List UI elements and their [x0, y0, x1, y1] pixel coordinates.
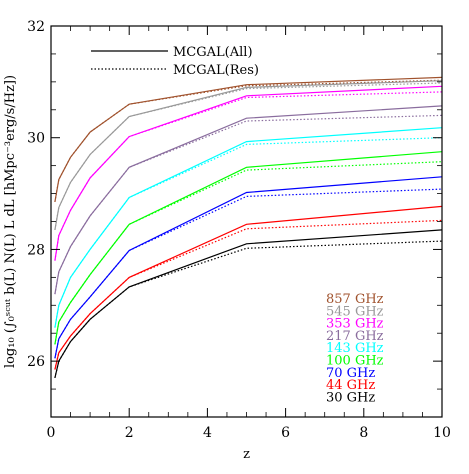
series-res-30-ghz	[54, 240, 442, 379]
frequency-label: 143 GHz	[326, 341, 384, 356]
legend-label: MCGAL(Res)	[173, 63, 259, 78]
y-axis-title: log₁₀ (∫₀ˢᶜᵘᵗ b(L) N(L) L dL [hMpc⁻³erg/…	[3, 75, 18, 368]
x-axis-title: z	[243, 447, 250, 462]
series-all-44-ghz	[54, 205, 442, 370]
y-tick-label: 26	[27, 354, 45, 370]
x-tick-label: 4	[203, 425, 212, 441]
series-all-545-ghz	[54, 80, 442, 231]
series-all-100-ghz	[54, 151, 442, 345]
frequency-label: 353 GHz	[326, 317, 384, 332]
frequency-label: 217 GHz	[326, 329, 384, 344]
series-res-100-ghz	[54, 161, 442, 345]
x-tick-label: 0	[47, 425, 56, 441]
y-tick-label: 30	[27, 131, 45, 147]
series-res-353-ghz	[54, 91, 442, 261]
series-res-143-ghz	[54, 137, 442, 328]
frequency-label: 30 GHz	[326, 390, 375, 405]
series-all-217-ghz	[54, 105, 442, 295]
x-tick-label: 8	[359, 425, 368, 441]
series-layer	[54, 76, 442, 379]
frequency-label: 545 GHz	[326, 304, 384, 319]
series-all-70-ghz	[54, 176, 442, 359]
series-res-44-ghz	[54, 219, 442, 370]
series-res-70-ghz	[54, 188, 442, 359]
frequency-label: 857 GHz	[326, 292, 384, 307]
frequency-label: 70 GHz	[326, 366, 375, 381]
x-tick-label: 2	[125, 425, 134, 441]
y-tick-label: 32	[27, 19, 45, 35]
y-tick-label: 28	[27, 242, 45, 258]
legend-label: MCGAL(All)	[173, 45, 253, 60]
tick-layer: 0 2 4 6 8 10 26 28 30 32	[27, 19, 451, 441]
series-all-30-ghz	[54, 229, 442, 379]
series-all-857-ghz	[54, 76, 442, 203]
frequency-label: 100 GHz	[326, 354, 384, 369]
frequency-label: 44 GHz	[326, 378, 375, 393]
series-res-217-ghz	[54, 114, 442, 295]
legend: MCGAL(All) MCGAL(Res)	[91, 45, 259, 78]
x-tick-label: 6	[281, 425, 290, 441]
x-tick-label: 10	[433, 425, 451, 441]
series-all-143-ghz	[54, 127, 442, 328]
series-all-353-ghz	[54, 85, 442, 261]
